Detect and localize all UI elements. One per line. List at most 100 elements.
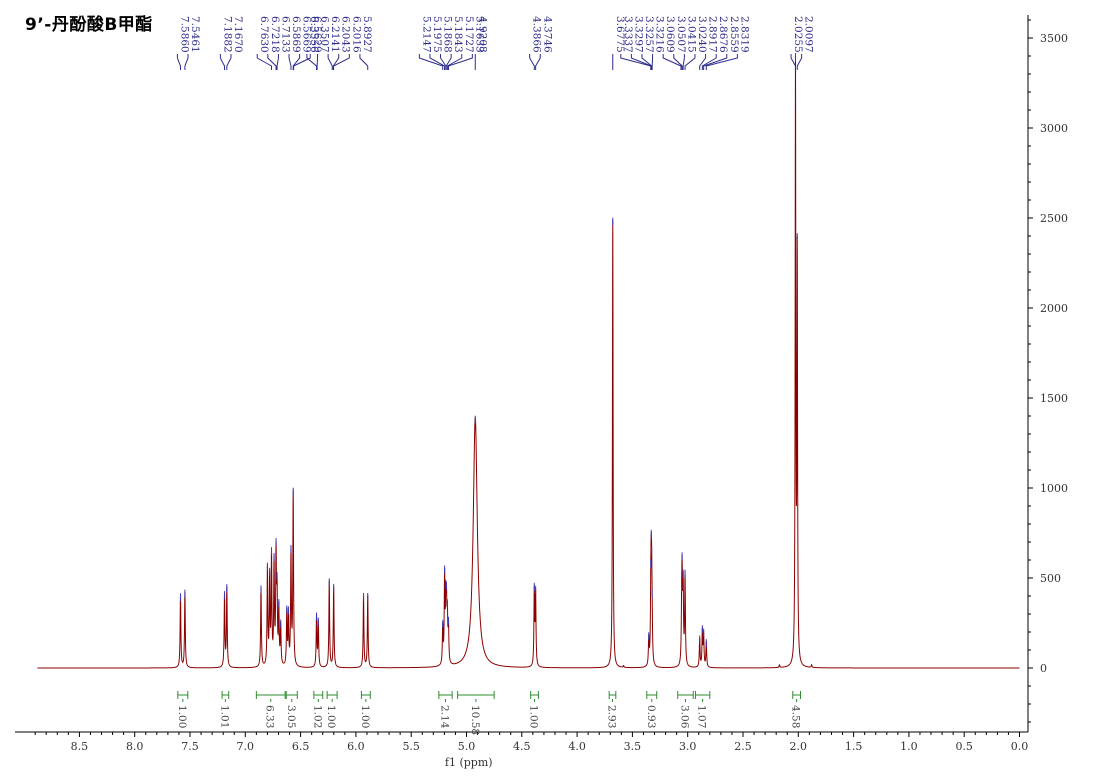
peak-label: 4.9208	[476, 16, 488, 53]
x-tick-label: 6.5	[292, 740, 310, 753]
x-tick-label: 3.0	[679, 740, 697, 753]
peak-label-connector	[418, 54, 444, 70]
peak-label: 2.0097	[803, 16, 815, 53]
peak-label: 5.1843	[452, 16, 464, 53]
x-tick-label: 4.5	[513, 740, 531, 753]
peak-label: 3.0609	[664, 16, 676, 53]
integral-value: 2.93	[605, 705, 617, 728]
peak-label-connector	[641, 54, 653, 70]
peak-label-connector	[184, 54, 189, 70]
x-axis-ticks: 8.5 8.0 7.5 7.0 6.5 6.0 5.5 5.0 4.5 4.0 3.5 3.0 2.5 2…	[34, 732, 1029, 753]
peak-label: 6.2141	[329, 16, 341, 53]
integral-value: 3.06	[678, 705, 690, 729]
x-tick-label: 3.5	[624, 740, 642, 753]
peak-label-connector	[359, 54, 369, 70]
peak-label-connector	[332, 54, 340, 70]
y-tick-label: 0	[1040, 662, 1047, 675]
integral-value: 0.93	[645, 705, 657, 728]
peak-label: 5.1868	[442, 16, 454, 53]
peak-label: 6.7133	[279, 16, 291, 53]
peak-label: 6.2016	[350, 16, 362, 53]
peak-label-connector	[684, 54, 696, 70]
peak-label-connector	[276, 54, 279, 70]
peak-label: 4.3746	[541, 16, 553, 53]
peak-label-connector	[673, 54, 683, 70]
peak-label: 3.6775	[614, 16, 626, 53]
peak-label: 2.8319	[738, 16, 750, 53]
spectrum-line	[37, 55, 1020, 669]
x-tick-label: 7.0	[237, 740, 255, 753]
x-tick-label: 6.0	[347, 740, 365, 753]
integral-value: 10.58	[469, 705, 481, 735]
peak-label: 3.0240	[696, 16, 708, 53]
peak-label: 6.5669	[301, 16, 313, 53]
peak-label-connector	[662, 54, 682, 70]
y-tick-label: 3000	[1040, 122, 1068, 135]
y-tick-label: 500	[1040, 572, 1061, 585]
peak-label-connector	[447, 54, 473, 70]
peak-label-connector	[293, 54, 311, 70]
peak-label: 6.5629	[311, 16, 323, 53]
peak-label-connector	[445, 54, 452, 70]
integral-value: 1.00	[176, 705, 188, 728]
y-axis-ticks: 0 500 1000 1500 2000 2500 3000 3500	[1028, 19, 1068, 723]
integral-value: 1.00	[325, 705, 337, 728]
chart-title: 9’-丹酚酸B甲酯	[25, 15, 153, 35]
x-tick-label: 2.5	[734, 740, 752, 753]
peak-label-connector	[703, 54, 728, 70]
integral-value: 3.05	[285, 705, 297, 728]
peak-label-connector	[790, 54, 796, 70]
x-tick-label: 7.5	[181, 740, 199, 753]
peak-label: 3.3257	[643, 16, 655, 53]
y-tick-label: 1500	[1040, 392, 1068, 405]
integral-value: 1.02	[311, 705, 323, 728]
peak-label: 5.1975	[431, 16, 443, 53]
x-tick-label: 0.0	[1011, 740, 1029, 753]
integral-value: 1.00	[528, 705, 540, 728]
peak-label: 4.3866	[531, 16, 543, 53]
peak-label: 6.2043	[340, 16, 352, 53]
peak-label-connector	[327, 54, 333, 70]
y-tick-label: 2000	[1040, 302, 1068, 315]
peak-label-connector	[292, 54, 301, 70]
x-tick-label: 0.5	[955, 740, 973, 753]
peak-label: 5.8927	[361, 16, 373, 53]
peak-label: 5.1727	[463, 16, 475, 53]
peak-label: 7.5461	[189, 16, 201, 53]
y-tick-label: 2500	[1040, 212, 1068, 225]
x-tick-label: 1.5	[845, 740, 863, 753]
peak-label: 2.8917	[707, 16, 719, 53]
peak-label: 7.1882	[221, 16, 233, 53]
peak-label: 3.0415	[685, 16, 697, 53]
peak-label-connector	[267, 54, 277, 70]
peak-label-connector	[226, 54, 232, 70]
peak-label-connector	[256, 54, 273, 70]
peak-label: 6.7630	[258, 16, 270, 53]
x-tick-label: 5.5	[402, 740, 420, 753]
peak-label: 2.8559	[728, 16, 740, 53]
peak-label: 7.1670	[232, 16, 244, 53]
peak-label-connector	[701, 54, 717, 70]
peak-label-connector	[535, 54, 541, 70]
peak-label: 5.2147	[420, 16, 432, 53]
y-tick-label: 3500	[1040, 32, 1068, 45]
peak-label-connector	[429, 54, 446, 70]
peak-label-connector	[705, 54, 738, 70]
x-tick-label: 1.0	[900, 740, 918, 753]
peak-label-connector	[306, 54, 318, 70]
integral-value: 1.00	[359, 705, 371, 728]
peak-label: 3.0507	[675, 16, 687, 53]
integral-value: 1.01	[218, 705, 230, 728]
peak-label-connector	[219, 54, 226, 70]
peak-label-connector	[288, 54, 292, 70]
integral-value: 1.07	[696, 705, 708, 728]
peak-label: 2.0255	[792, 16, 804, 53]
peak-label: 5.1633	[473, 16, 485, 53]
peak-label: 6.7218	[269, 16, 281, 53]
peak-label-connector	[699, 54, 707, 70]
peak-markers	[179, 53, 798, 648]
peak-label: 3.3337	[622, 16, 634, 53]
peak-label-connector	[796, 54, 803, 70]
